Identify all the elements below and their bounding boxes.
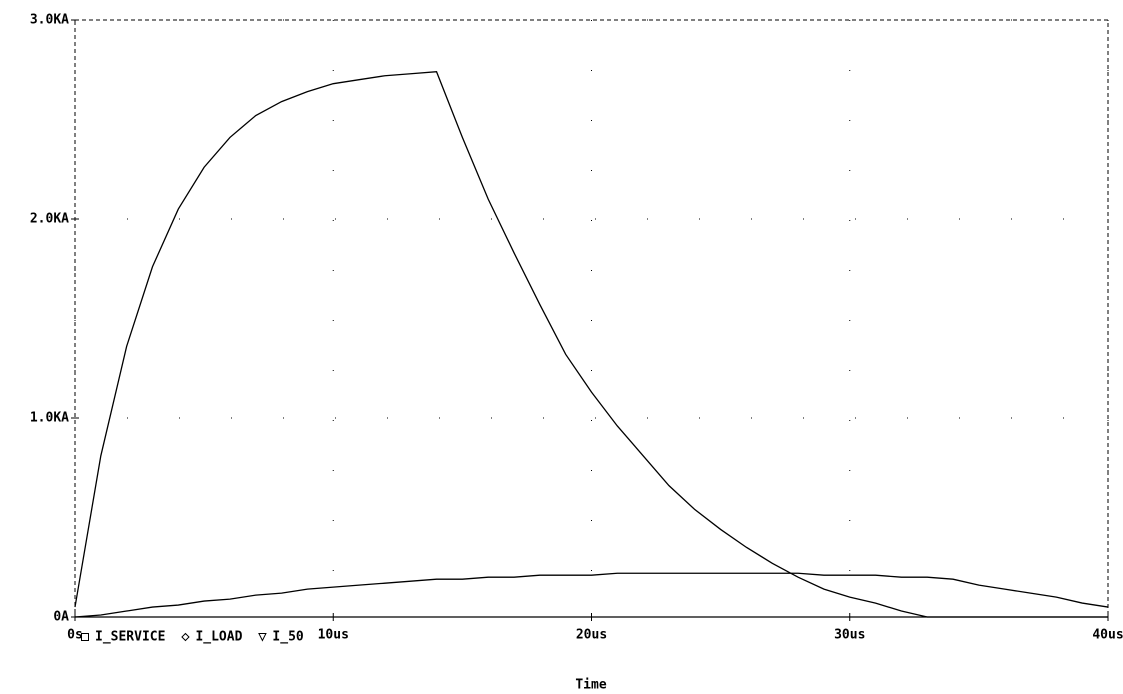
- legend-label: I_SERVICE: [95, 630, 165, 645]
- series-line: [74, 572, 1109, 618]
- legend-symbol: [181, 632, 190, 642]
- x-tick-label: 30us: [834, 628, 865, 643]
- x-tick-label: 0s: [67, 628, 83, 643]
- x-tick-label: 20us: [576, 628, 607, 643]
- legend-symbol: [258, 633, 267, 642]
- series-line: [74, 71, 1108, 618]
- legend-label: I_LOAD: [195, 630, 242, 645]
- x-axis-label: Time: [575, 678, 606, 693]
- legend-label: I_50: [272, 630, 303, 645]
- x-tick-label: 10us: [318, 628, 349, 643]
- y-tick-label: 2.0KA: [30, 212, 69, 227]
- plot-frame: [74, 19, 1109, 618]
- x-tick-label: 40us: [1092, 628, 1123, 643]
- y-tick-label: 1.0KA: [30, 411, 69, 426]
- y-tick-label: 3.0KA: [30, 13, 69, 28]
- y-tick-label: 0A: [53, 610, 69, 625]
- legend-symbol: [81, 633, 89, 641]
